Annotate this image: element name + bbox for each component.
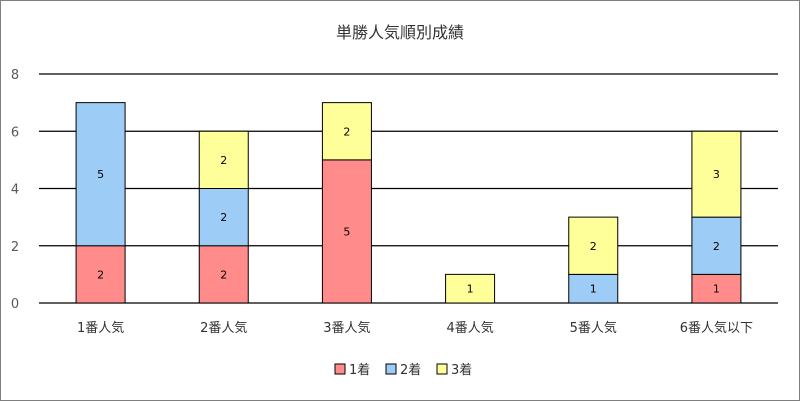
bar-segment [568,216,619,275]
legend-swatch [436,363,448,375]
data-label: 2 [220,154,227,167]
bar-segment [75,102,126,247]
data-label: 2 [343,125,350,138]
bar-segment [321,102,372,161]
data-label: 1 [713,283,720,296]
data-label: 2 [590,240,597,253]
legend-swatch [385,363,397,375]
bar-segment [691,130,742,218]
bar-segment [445,273,496,304]
x-category-label: 4番人気 [446,320,493,336]
legend-label: 3着 [451,362,472,378]
chart-title: 単勝人気順別成績 [336,23,464,42]
x-category-label: 6番人気以下 [680,320,753,336]
bar-segment [75,245,126,304]
data-label: 2 [97,268,104,281]
data-label: 5 [97,168,104,181]
bar-segment [198,130,249,189]
data-label: 5 [343,225,350,238]
x-category-label: 5番人気 [570,320,617,336]
y-tick-label: 2 [11,240,19,255]
data-label: 2 [220,268,227,281]
data-label: 2 [220,211,227,224]
legend-label: 2着 [400,362,421,378]
y-tick-label: 6 [11,125,19,140]
legend-label: 1着 [349,362,370,378]
y-tick-label: 8 [11,68,19,83]
x-category-label: 3番人気 [323,320,370,336]
y-tick-label: 4 [11,183,19,198]
data-label: 1 [590,283,597,296]
x-category-label: 1番人気 [77,320,124,336]
y-tick-label: 0 [11,297,19,312]
legend-swatch [334,363,346,375]
data-label: 1 [467,283,474,296]
data-label: 2 [713,240,720,253]
bar-segment [691,216,742,275]
x-category-label: 2番人気 [200,320,247,336]
bar-segment [568,273,619,304]
data-label: 3 [713,168,720,181]
